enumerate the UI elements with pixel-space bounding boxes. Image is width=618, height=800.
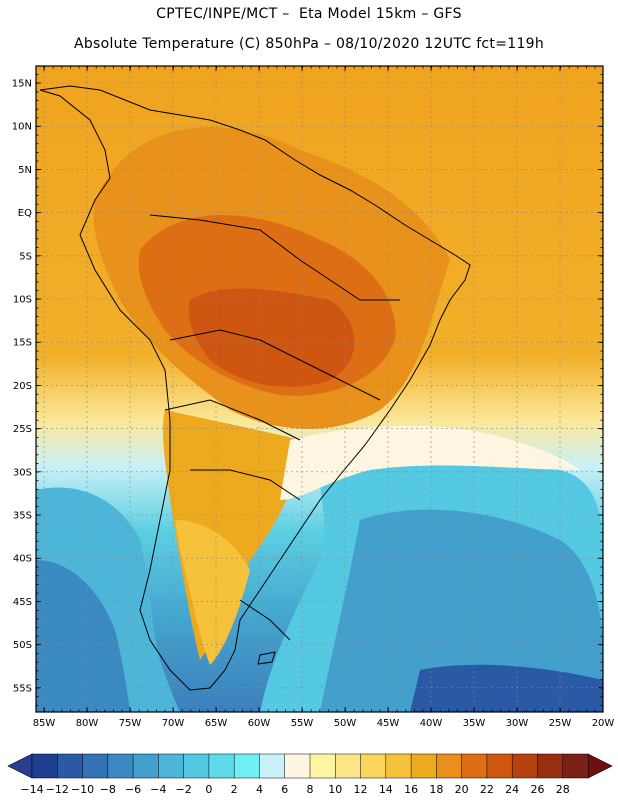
lon-label: 20W bbox=[592, 718, 615, 729]
lon-label: 55W bbox=[291, 718, 314, 729]
colorbar-swatch bbox=[511, 753, 539, 779]
colorbar-swatch bbox=[410, 753, 437, 779]
latitude-labels: 15N 10N 5N EQ 5S 10S 15S 20S 25S 30S 35S 40S 45S 50S 5… bbox=[12, 79, 32, 695]
colorbar-label: 24 bbox=[505, 783, 519, 796]
colorbar-swatch bbox=[436, 753, 463, 779]
colorbar-swatch bbox=[57, 753, 84, 779]
lat-label: 30S bbox=[13, 467, 32, 478]
colorbar-label: −2 bbox=[176, 783, 192, 796]
colorbar-label: 8 bbox=[307, 783, 314, 796]
lon-label: 75W bbox=[119, 718, 142, 729]
lat-label: 45S bbox=[13, 597, 32, 608]
colorbar-label: 6 bbox=[281, 783, 288, 796]
lat-label: 50S bbox=[13, 640, 32, 651]
lon-label: 65W bbox=[205, 718, 228, 729]
lon-label: 50W bbox=[334, 718, 357, 729]
colorbar-label: −10 bbox=[71, 783, 94, 796]
map-title-line1: CPTEC/INPE/MCT – Eta Model 15km – GFS bbox=[156, 6, 462, 22]
lat-label: 10S bbox=[13, 295, 32, 306]
colorbar-swatch bbox=[385, 753, 412, 779]
colorbar-label: 26 bbox=[530, 783, 544, 796]
lat-label: 20S bbox=[13, 381, 32, 392]
lon-label: 85W bbox=[33, 718, 56, 729]
colorbar-swatch bbox=[82, 753, 109, 779]
colorbar-swatch bbox=[360, 753, 387, 779]
colorbar-swatch bbox=[562, 753, 589, 779]
longitude-labels: 85W 80W 75W 70W 65W 60W 55W 50W 45W 40W 35W 30W 25W 2… bbox=[33, 718, 615, 729]
colorbar-label: 12 bbox=[354, 783, 368, 796]
lon-label: 45W bbox=[377, 718, 400, 729]
colorbar-label: 2 bbox=[231, 783, 238, 796]
colorbar-label: 16 bbox=[404, 783, 418, 796]
colorbar-swatch bbox=[461, 753, 488, 779]
temperature-field bbox=[36, 66, 603, 712]
lat-label: 15S bbox=[13, 338, 32, 349]
lat-label: 55S bbox=[13, 683, 32, 694]
colorbar-swatch bbox=[284, 753, 311, 779]
colorbar-swatch bbox=[486, 753, 513, 779]
lat-label: 25S bbox=[13, 424, 32, 435]
lon-label: 25W bbox=[549, 718, 572, 729]
coastlines bbox=[39, 85, 471, 691]
colorbar-under-arrow bbox=[7, 753, 33, 779]
colorbar-label: 0 bbox=[205, 783, 212, 796]
colorbar-label: −8 bbox=[100, 783, 116, 796]
colorbar-label: 28 bbox=[556, 783, 570, 796]
lat-label: EQ bbox=[18, 208, 32, 219]
colorbar-swatch bbox=[107, 753, 134, 779]
colorbar-swatch bbox=[233, 753, 261, 779]
map-title-line2: Absolute Temperature (C) 850hPa – 08/10/… bbox=[73, 36, 545, 52]
lon-label: 60W bbox=[248, 718, 271, 729]
colorbar-swatch bbox=[208, 753, 235, 779]
colorbar-label: 22 bbox=[480, 783, 494, 796]
lat-label: 40S bbox=[13, 554, 32, 565]
colorbar-swatch bbox=[132, 753, 159, 779]
colorbar-over-arrow bbox=[587, 753, 613, 779]
lon-label: 70W bbox=[162, 718, 185, 729]
lat-label: 5S bbox=[19, 251, 32, 262]
colorbar-label: −12 bbox=[46, 783, 69, 796]
colorbar-swatch bbox=[183, 753, 210, 779]
colorbar-swatch bbox=[31, 753, 58, 779]
colorbar-swatch bbox=[335, 753, 362, 779]
colorbar-swatch bbox=[259, 753, 286, 779]
colorbar-label: 18 bbox=[429, 783, 443, 796]
lon-label: 80W bbox=[76, 718, 99, 729]
colorbar-label: −4 bbox=[150, 783, 166, 796]
colorbar-swatch bbox=[309, 753, 336, 779]
lat-label: 15N bbox=[12, 79, 32, 90]
colorbar-swatch bbox=[158, 753, 185, 779]
colorbar-label: 14 bbox=[379, 783, 393, 796]
lat-label: 5N bbox=[18, 165, 32, 176]
colorbar-label: 20 bbox=[455, 783, 469, 796]
lat-label: 10N bbox=[12, 122, 32, 133]
lat-label: 35S bbox=[13, 511, 32, 522]
colorbar: −14 −12 −10 −8 −6 −4 −2 0 2 4 6 8 10 12 14 16 18 20 22 24 26… bbox=[7, 753, 613, 796]
colorbar-swatch bbox=[537, 753, 564, 779]
colorbar-label: −14 bbox=[20, 783, 43, 796]
lon-label: 40W bbox=[420, 718, 443, 729]
colorbar-label: 4 bbox=[256, 783, 263, 796]
lon-label: 30W bbox=[506, 718, 529, 729]
colorbar-label: −6 bbox=[125, 783, 141, 796]
axis-ticks bbox=[35, 65, 604, 712]
lon-label: 35W bbox=[463, 718, 486, 729]
colorbar-label: 10 bbox=[328, 783, 342, 796]
